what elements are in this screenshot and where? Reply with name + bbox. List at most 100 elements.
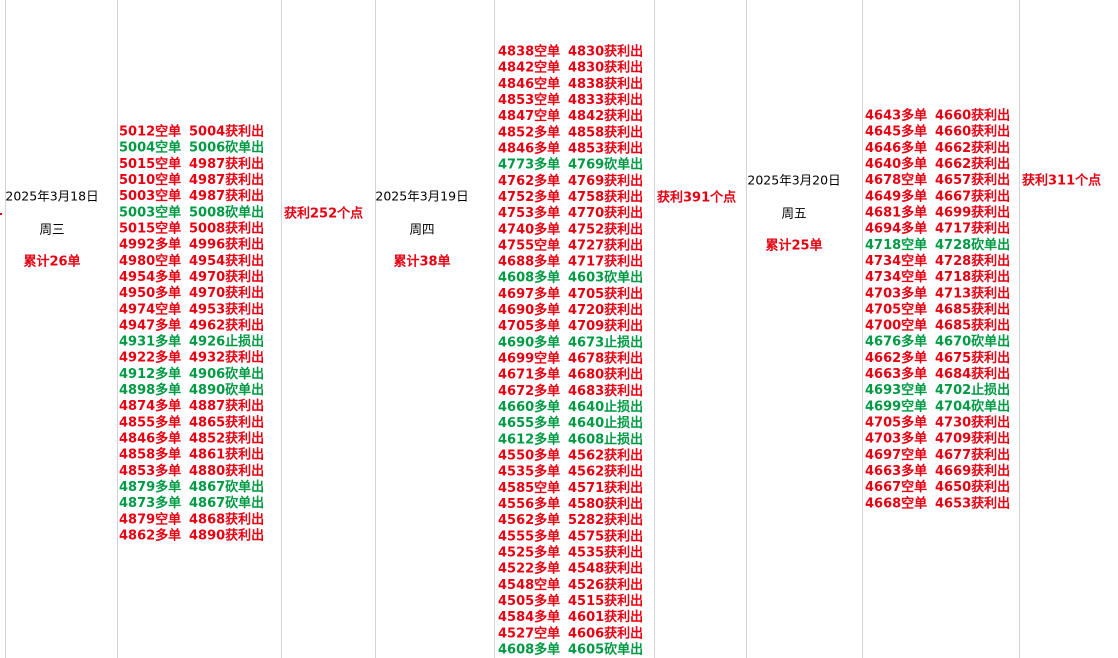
trade-entry: 4527空单 xyxy=(498,625,560,641)
trade-entry: 5003空单 xyxy=(119,204,181,220)
trade-exit: 4684获利出 xyxy=(935,366,1010,382)
trade-exit: 4833获利出 xyxy=(568,92,643,108)
trade-entry: 4608多单 xyxy=(498,641,560,657)
trade-entry: 4950多单 xyxy=(119,285,181,301)
trade-entry: 4705空单 xyxy=(865,301,927,317)
trade-exit: 4683获利出 xyxy=(568,383,643,399)
trade-entry: 4660多单 xyxy=(498,399,560,415)
trade-entry: 4703多单 xyxy=(865,285,927,301)
trade-entry: 4643多单 xyxy=(865,108,927,124)
trade-entry: 4847空单 xyxy=(498,108,560,124)
trade-entry: 4690多单 xyxy=(498,302,560,318)
trade-exit: 4842获利出 xyxy=(568,108,643,124)
trade-entry: 4693空单 xyxy=(865,382,927,398)
trade-entry: 4922多单 xyxy=(119,350,181,366)
trade-entry: 4649多单 xyxy=(865,188,927,204)
trade-entry: 4838空单 xyxy=(498,44,560,60)
trade-exit: 4673止损出 xyxy=(568,334,643,350)
trade-exit: 4515获利出 xyxy=(568,593,643,609)
trade-entry: 4752多单 xyxy=(498,189,560,205)
trade-entry: 4640多单 xyxy=(865,156,927,172)
trade-entry: 4671多单 xyxy=(498,367,560,383)
trade-entry: 5010空单 xyxy=(119,172,181,188)
trade-entry: 4697多单 xyxy=(498,286,560,302)
trade-exit: 4709获利出 xyxy=(935,431,1010,447)
trade-entry: 4676多单 xyxy=(865,334,927,350)
trade-exit: 4705获利出 xyxy=(568,286,643,302)
trade-exit: 4728获利出 xyxy=(935,253,1010,269)
trade-exit: 4702止损出 xyxy=(935,382,1010,398)
trade-entry: 4992多单 xyxy=(119,237,181,253)
trade-exit: 4861获利出 xyxy=(189,447,264,463)
trade-exit: 5282获利出 xyxy=(568,512,643,528)
trade-exit: 4678获利出 xyxy=(568,351,643,367)
trade-entry: 4699空单 xyxy=(865,398,927,414)
order-count: 累计26单 xyxy=(23,254,80,270)
trade-exit: 4608止损出 xyxy=(568,431,643,447)
trade-entry: 4663多单 xyxy=(865,463,927,479)
trade-entry: 4852多单 xyxy=(498,124,560,140)
trade-exit: 4662获利出 xyxy=(935,156,1010,172)
trade-entry: 4584多单 xyxy=(498,609,560,625)
trade-entry: 4855多单 xyxy=(119,414,181,430)
trade-entry: 4846多单 xyxy=(498,140,560,156)
trade-entry: 4879空单 xyxy=(119,511,181,527)
trade-exit: 5008砍单出 xyxy=(189,204,264,220)
trade-entry: 4980空单 xyxy=(119,253,181,269)
trade-entry: 4705多单 xyxy=(865,415,927,431)
trade-exit: 4718获利出 xyxy=(935,269,1010,285)
trade-exit: 4867砍单出 xyxy=(189,495,264,511)
trade-exit: 4838获利出 xyxy=(568,76,643,92)
trade-exit: 4662获利出 xyxy=(935,140,1010,156)
trade-exit: 4830获利出 xyxy=(568,44,643,60)
trade-exit: 4660获利出 xyxy=(935,124,1010,140)
trade-exit: 4709获利出 xyxy=(568,318,643,334)
trade-exit: 4720获利出 xyxy=(568,302,643,318)
trade-entry: 4846多单 xyxy=(119,431,181,447)
trade-exit: 4670砍单出 xyxy=(935,334,1010,350)
trade-exit: 4970获利出 xyxy=(189,269,264,285)
trade-entry: 4734空单 xyxy=(865,269,927,285)
trade-exit: 4571获利出 xyxy=(568,480,643,496)
trade-exit: 5008获利出 xyxy=(189,220,264,236)
trade-exit: 4727获利出 xyxy=(568,237,643,253)
trade-exit: 4657获利出 xyxy=(935,172,1010,188)
trade-exit: 4562获利出 xyxy=(568,464,643,480)
trade-exit: 4605砍单出 xyxy=(568,641,643,657)
trade-entry: 4862多单 xyxy=(119,528,181,544)
trade-exit: 4575获利出 xyxy=(568,528,643,544)
trade-entry: 4505多单 xyxy=(498,593,560,609)
trade-exit: 4653获利出 xyxy=(935,495,1010,511)
trade-exit: 4858获利出 xyxy=(568,124,643,140)
trade-entry: 5015空单 xyxy=(119,220,181,236)
trade-entry: 4753多单 xyxy=(498,205,560,221)
trade-exit: 4868获利出 xyxy=(189,511,264,527)
trade-entry: 4550多单 xyxy=(498,448,560,464)
trade-entry: 4846空单 xyxy=(498,76,560,92)
trade-entry: 4740多单 xyxy=(498,221,560,237)
trade-exit: 4640止损出 xyxy=(568,415,643,431)
trade-exit: 4880获利出 xyxy=(189,463,264,479)
trade-entry: 4734空单 xyxy=(865,253,927,269)
trade-exit: 4867砍单出 xyxy=(189,479,264,495)
trade-entry: 4974空单 xyxy=(119,301,181,317)
trade-entry: 4697空单 xyxy=(865,447,927,463)
trade-exit: 4704砍单出 xyxy=(935,398,1010,414)
trade-entry: 4555多单 xyxy=(498,528,560,544)
trade-entry: 4668空单 xyxy=(865,495,927,511)
trade-exit: 4526获利出 xyxy=(568,577,643,593)
trade-entry: 4667空单 xyxy=(865,479,927,495)
order-count: 累计25单 xyxy=(765,238,822,254)
trade-exit: 4932获利出 xyxy=(189,350,264,366)
trade-exit: 4535获利出 xyxy=(568,544,643,560)
trade-entry: 4585空单 xyxy=(498,480,560,496)
trade-entry: 4700空单 xyxy=(865,318,927,334)
trade-entry: 4612多单 xyxy=(498,431,560,447)
trade-entry: 4678空单 xyxy=(865,172,927,188)
profit-summary: 获利391个点 xyxy=(657,190,736,206)
trade-entry: 4646多单 xyxy=(865,140,927,156)
trade-exit: 4752获利出 xyxy=(568,221,643,237)
trade-exit: 4770获利出 xyxy=(568,205,643,221)
trade-entry: 4672多单 xyxy=(498,383,560,399)
